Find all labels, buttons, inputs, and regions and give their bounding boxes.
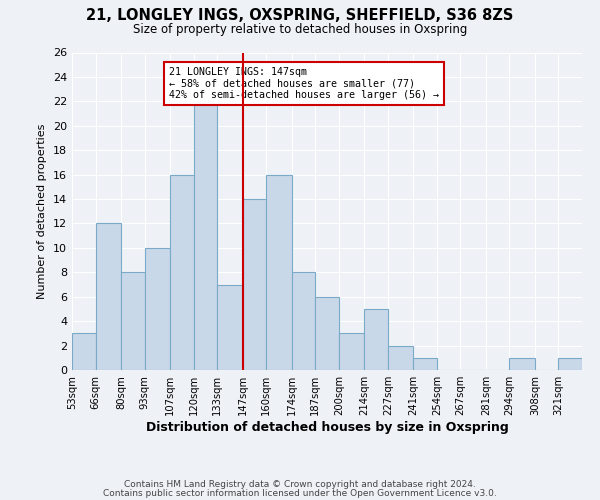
Bar (509, 358, 535, 370)
Y-axis label: Number of detached properties: Number of detached properties (37, 124, 47, 299)
Bar (559, 358, 582, 370)
Bar (339, 334, 364, 370)
Text: 21, LONGLEY INGS, OXSPRING, SHEFFIELD, S36 8ZS: 21, LONGLEY INGS, OXSPRING, SHEFFIELD, S… (86, 8, 514, 22)
Bar (315, 296, 339, 370)
Bar (194, 102, 217, 370)
Bar (266, 174, 292, 370)
Text: 21 LONGLEY INGS: 147sqm
← 58% of detached houses are smaller (77)
42% of semi-de: 21 LONGLEY INGS: 147sqm ← 58% of detache… (169, 67, 439, 100)
X-axis label: Distribution of detached houses by size in Oxspring: Distribution of detached houses by size … (146, 421, 508, 434)
Bar (364, 309, 388, 370)
Bar (242, 199, 266, 370)
Text: Contains public sector information licensed under the Open Government Licence v3: Contains public sector information licen… (103, 489, 497, 498)
Bar (292, 272, 315, 370)
Bar (72, 334, 95, 370)
Bar (217, 284, 242, 370)
Bar (145, 248, 170, 370)
Bar (413, 358, 437, 370)
Text: Contains HM Land Registry data © Crown copyright and database right 2024.: Contains HM Land Registry data © Crown c… (124, 480, 476, 489)
Bar (121, 272, 145, 370)
Text: Size of property relative to detached houses in Oxspring: Size of property relative to detached ho… (133, 22, 467, 36)
Bar (95, 224, 121, 370)
Bar (170, 174, 194, 370)
Bar (388, 346, 413, 370)
